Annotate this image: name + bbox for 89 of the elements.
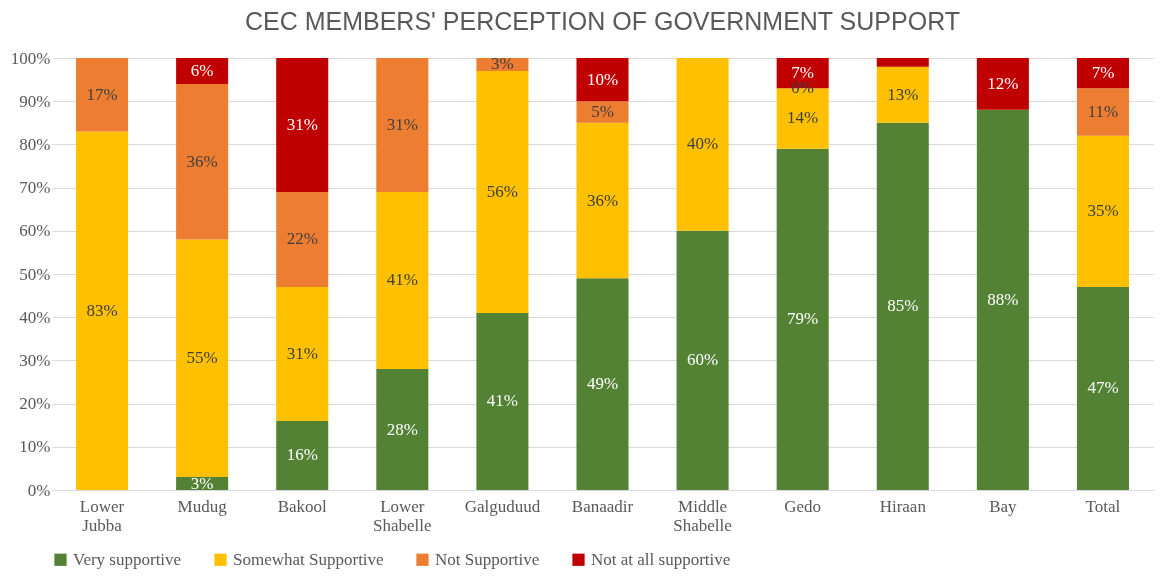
data-label: 88% — [987, 289, 1019, 309]
bar — [1076, 88, 1129, 136]
bar — [876, 122, 929, 490]
bar — [276, 420, 329, 490]
data-label: 3% — [491, 54, 514, 74]
bar — [776, 148, 829, 490]
data-label: 31% — [286, 114, 318, 134]
y-tick-label: 40% — [19, 307, 51, 327]
data-label: 60% — [687, 350, 719, 370]
legend-label: Somewhat Supportive — [233, 549, 384, 569]
bar — [1076, 58, 1129, 89]
data-label: 47% — [1087, 378, 1119, 398]
data-label: 41% — [486, 391, 518, 411]
x-tick-label: Lower Jubba — [79, 496, 125, 535]
data-label: 36% — [586, 190, 619, 210]
data-label: 7% — [791, 63, 815, 83]
data-label: 10% — [586, 69, 619, 89]
data-label: 31% — [386, 114, 418, 134]
data-label: 3% — [190, 473, 214, 493]
data-label: 16% — [286, 445, 318, 465]
x-tick-label: Galguduud — [464, 496, 541, 516]
legend-label: Not Supportive — [435, 549, 540, 569]
x-tick-label: Lower Shabelle — [373, 496, 432, 535]
x-tick-label: Total — [1085, 496, 1121, 516]
data-label: 7% — [1091, 63, 1115, 83]
bar — [1076, 286, 1129, 490]
x-tick-label: Mudug — [177, 496, 228, 516]
data-label: 79% — [787, 309, 819, 329]
bar — [276, 191, 329, 287]
data-label: 55% — [186, 348, 218, 368]
data-label: 6% — [190, 60, 214, 80]
bar — [676, 58, 729, 231]
y-tick-label: 0% — [27, 480, 51, 500]
y-tick-label: 10% — [19, 437, 51, 457]
data-label: 40% — [687, 134, 719, 154]
bar — [576, 58, 629, 102]
y-tick-label: 80% — [19, 134, 51, 154]
data-label: 36% — [186, 151, 218, 171]
x-tick-label: Banaadir — [571, 496, 634, 516]
bar — [376, 58, 429, 192]
x-tick-label: Hiraan — [879, 496, 927, 516]
bar — [476, 312, 529, 490]
bar — [676, 230, 729, 490]
x-tick-label: Bay — [989, 496, 1018, 516]
bar — [976, 109, 1029, 490]
bar — [176, 83, 229, 240]
data-label: 14% — [787, 108, 819, 128]
data-label: 17% — [86, 84, 118, 104]
y-tick-label: 20% — [19, 394, 51, 414]
data-label: 13% — [887, 84, 919, 104]
bar — [476, 70, 529, 313]
y-tick-label: 30% — [19, 350, 51, 370]
y-tick-label: 100% — [10, 48, 51, 68]
bar — [976, 58, 1029, 110]
bar — [176, 239, 229, 478]
bar — [876, 66, 929, 123]
data-label: 22% — [286, 229, 318, 249]
bar — [576, 101, 629, 123]
bar — [576, 278, 629, 490]
data-label: 35% — [1087, 201, 1119, 221]
chart-title: CEC MEMBERS' PERCEPTION OF GOVERNMENT SUPPORT — [244, 7, 961, 35]
bar — [376, 191, 429, 370]
data-label: 11% — [1087, 102, 1119, 121]
bar — [376, 369, 429, 490]
data-label: 5% — [591, 102, 614, 121]
y-tick-label: 60% — [19, 221, 51, 241]
bar — [1076, 135, 1129, 287]
legend-label: Very supportive — [73, 549, 182, 569]
y-tick-label: 70% — [19, 178, 51, 198]
y-tick-label: 50% — [19, 264, 51, 284]
bar — [276, 58, 329, 192]
legend-label: Not at all supportive — [591, 549, 731, 569]
bar — [276, 286, 329, 421]
data-label: 49% — [586, 374, 619, 394]
bar — [876, 58, 929, 67]
x-tick-label: Middle Shabelle — [673, 496, 732, 535]
data-label: 56% — [486, 181, 518, 201]
bar — [576, 122, 629, 279]
bar — [76, 58, 129, 132]
bar — [76, 131, 129, 490]
data-label: 85% — [887, 296, 919, 316]
x-tick-label: Bakool — [277, 496, 328, 516]
x-tick-label: Gedo — [784, 496, 822, 516]
data-label: 31% — [286, 343, 318, 363]
data-label: 41% — [386, 270, 418, 290]
data-label: 83% — [86, 300, 118, 320]
data-label: 12% — [987, 73, 1019, 93]
data-label: 28% — [386, 419, 418, 439]
y-tick-label: 90% — [19, 91, 51, 111]
